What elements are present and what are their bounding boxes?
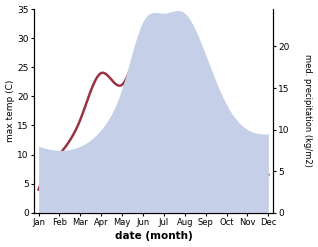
X-axis label: date (month): date (month) xyxy=(114,231,192,242)
Y-axis label: med. precipitation (kg/m2): med. precipitation (kg/m2) xyxy=(303,54,313,167)
Y-axis label: max temp (C): max temp (C) xyxy=(5,80,15,142)
